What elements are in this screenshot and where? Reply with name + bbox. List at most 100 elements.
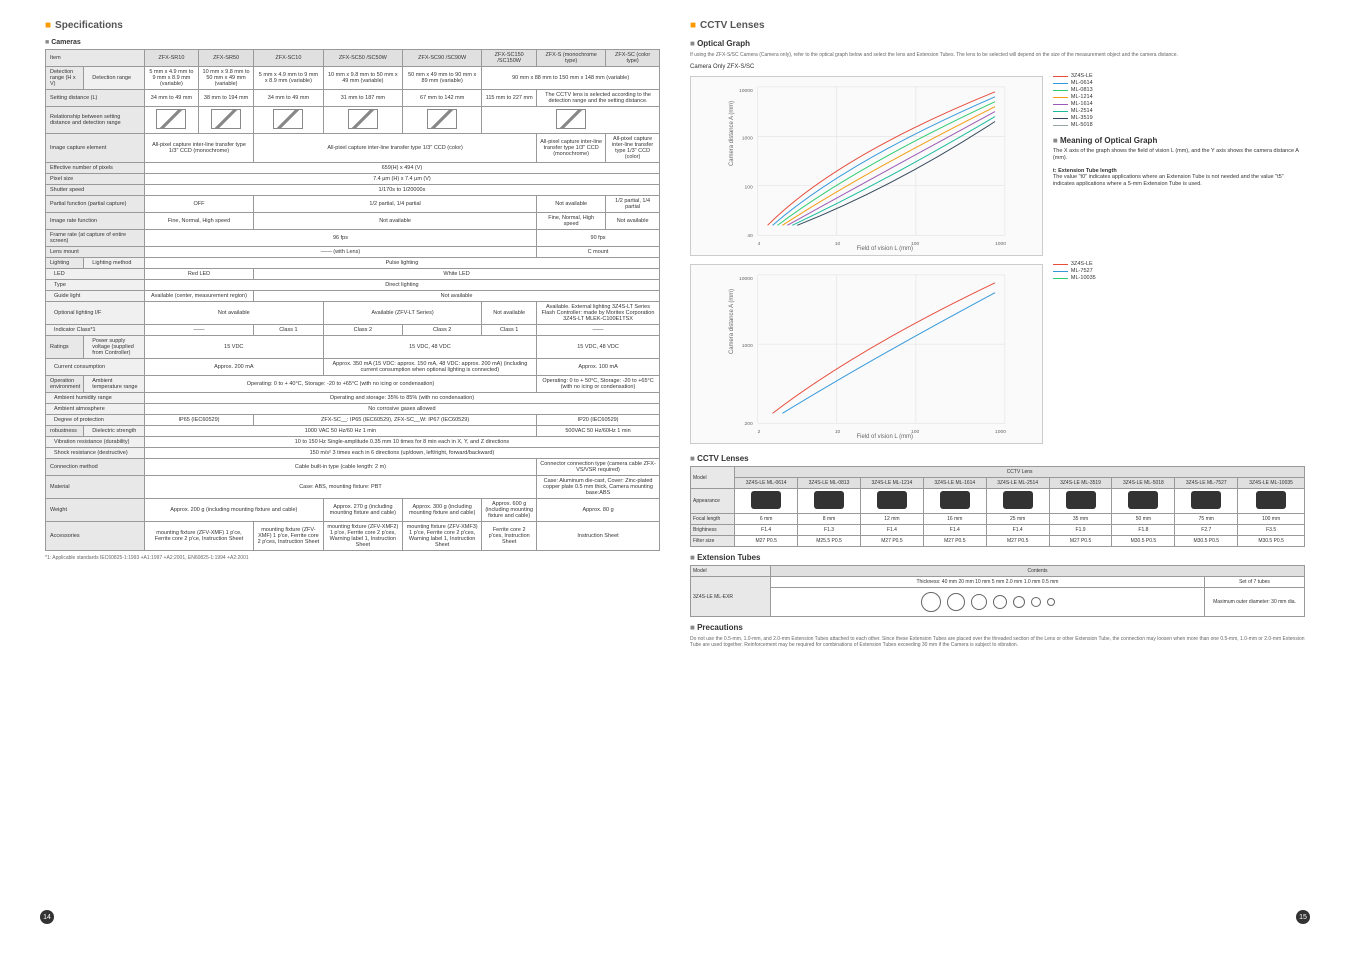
svg-text:100: 100 bbox=[744, 185, 752, 191]
lens-cell: F1.3 bbox=[798, 525, 861, 536]
spec-col-1: ZFX-SR10 bbox=[144, 50, 198, 67]
lens-col: 3Z4S-LE ML-0614 bbox=[735, 478, 798, 489]
chart1-legend: 3Z4S-LEML-0614ML-0813ML-1214ML-1614ML-25… bbox=[1053, 73, 1305, 128]
lens-cell: 50 mm bbox=[1112, 514, 1175, 525]
cell: Case: Aluminum die-cast, Cover: Zinc-pla… bbox=[537, 476, 660, 499]
lens-cell: 16 mm bbox=[923, 514, 986, 525]
lens-cell: M30.5 P0.5 bbox=[1238, 536, 1305, 547]
cell: Pulse lighting bbox=[144, 258, 659, 269]
lens-cell: 12 mm bbox=[860, 514, 923, 525]
svg-text:100: 100 bbox=[911, 429, 919, 435]
ext-circles bbox=[771, 588, 1205, 617]
svg-text:4: 4 bbox=[758, 241, 761, 247]
cell: 1/170s to 1/20000s bbox=[144, 185, 659, 196]
row-sub: Power supply voltage (supplied from Cont… bbox=[84, 336, 145, 359]
tube-circle bbox=[993, 595, 1007, 609]
optical-graph-title: Optical Graph bbox=[690, 39, 1305, 48]
lens-cell bbox=[1175, 489, 1238, 514]
lens-cell: F1.4 bbox=[735, 525, 798, 536]
lens-cell: 35 mm bbox=[1049, 514, 1112, 525]
lens-col: 3Z4S-LE ML-1214 bbox=[860, 478, 923, 489]
lens-cell: Filter size bbox=[691, 536, 735, 547]
tube-circle bbox=[1047, 598, 1055, 606]
lens-cell: F2.7 bbox=[1175, 525, 1238, 536]
row-sub: Lighting method bbox=[84, 258, 145, 269]
lens-col: 3Z4S-LE ML-10035 bbox=[1238, 478, 1305, 489]
row-head: Relationship between setting distance an… bbox=[46, 107, 145, 134]
cell: 15 VDC, 48 VDC bbox=[323, 336, 536, 359]
cell: Class 2 bbox=[323, 325, 402, 336]
cell: Approx. 100 mA bbox=[537, 359, 660, 376]
svg-text:200: 200 bbox=[744, 421, 752, 427]
svg-text:2: 2 bbox=[758, 429, 761, 435]
legend-item: ML-3519 bbox=[1053, 115, 1305, 121]
cell: Not available bbox=[606, 213, 660, 230]
ext-thickness-row: Thickness: 40 mm 20 mm 10 mm 5 mm 2.0 mm… bbox=[771, 577, 1205, 588]
lens-col: 3Z4S-LE ML-2514 bbox=[986, 478, 1049, 489]
chart1: Camera distance A (mm) Field of vision L… bbox=[690, 76, 1043, 256]
lens-cell: Brightness bbox=[691, 525, 735, 536]
cctv-title: CCTV Lenses bbox=[690, 20, 1305, 31]
row-sub: LED bbox=[46, 269, 145, 280]
cell: Approx. 350 mA (15 VDC: approx. 150 mA, … bbox=[323, 359, 536, 376]
spec-col-3: ZFX-SC10 bbox=[254, 50, 324, 67]
svg-text:1000: 1000 bbox=[995, 241, 1006, 247]
lens-cell bbox=[1049, 489, 1112, 514]
cell: Not available bbox=[254, 291, 660, 302]
cell: 10 to 150 Hz Single-amplitude 0.35 mm 10… bbox=[144, 437, 659, 448]
cell: 15 VDC bbox=[144, 336, 323, 359]
row-sub: Dielectric strength bbox=[84, 426, 145, 437]
cell: 96 fps bbox=[144, 230, 536, 247]
svg-text:1000: 1000 bbox=[995, 429, 1006, 435]
ext-contents-head: Contents bbox=[771, 566, 1305, 577]
cell: 5 mm x 4.9 mm to 9 mm x 8.9 mm (variable… bbox=[144, 67, 198, 90]
cell: C mount bbox=[537, 247, 660, 258]
legend-item: ML-1614 bbox=[1053, 101, 1305, 107]
legend-item: ML-0614 bbox=[1053, 80, 1305, 86]
cell: Not available bbox=[482, 302, 537, 325]
row-group: Operation environment bbox=[46, 376, 84, 393]
cell: Class 1 bbox=[482, 325, 537, 336]
cell: Approx. 600 g (including mounting fixtur… bbox=[482, 499, 537, 522]
cell: White LED bbox=[254, 269, 660, 280]
cell: 115 mm to 227 mm bbox=[482, 90, 537, 107]
cell: 15 VDC, 48 VDC bbox=[537, 336, 660, 359]
row-sub: Ambient temperature range bbox=[84, 376, 145, 393]
lens-group-head: CCTV Lens bbox=[735, 467, 1305, 478]
cell: —— (with Lens) bbox=[144, 247, 536, 258]
cell: 34 mm to 49 mm bbox=[254, 90, 324, 107]
tube-circle bbox=[1031, 597, 1041, 607]
ext-model: 3Z4S-LE ML-EXR bbox=[691, 577, 771, 617]
cell: 10 mm x 9.8 mm to 50 mm x 49 mm (variabl… bbox=[323, 67, 402, 90]
row-sub: Shock resistance (destructive) bbox=[46, 448, 145, 459]
cell: 10 mm x 9.8 mm to 50 mm x 49 mm (variabl… bbox=[198, 67, 253, 90]
tube-length-text: The value "t0" indicates applications wh… bbox=[1053, 174, 1305, 188]
spec-title: Specifications bbox=[45, 20, 660, 31]
cell: ZFX-SC__: IP65 (IEC60529), ZFX-SC__W: IP… bbox=[254, 415, 537, 426]
row-head: Image capture element bbox=[46, 134, 145, 163]
cell: All-pixel capture inter-line transfer ty… bbox=[144, 134, 253, 163]
lens-cell bbox=[798, 489, 861, 514]
precautions-text: Do not use the 0.5-mm, 1.0-mm, and 2.0-m… bbox=[690, 636, 1305, 648]
cell bbox=[198, 107, 253, 134]
lens-cell bbox=[1238, 489, 1305, 514]
legend-item: ML-5018 bbox=[1053, 122, 1305, 128]
ext-set: Set of 7 tubes bbox=[1205, 577, 1305, 588]
cell: Available (ZFV-LT Series) bbox=[323, 302, 482, 325]
cell: Operating and storage: 35% to 85% (with … bbox=[144, 393, 659, 404]
precautions-title: Precautions bbox=[690, 623, 1305, 632]
lens-cell bbox=[923, 489, 986, 514]
lens-cell: M30.5 P0.5 bbox=[1175, 536, 1238, 547]
tube-circle bbox=[947, 593, 965, 611]
lens-cell: 75 mm bbox=[1175, 514, 1238, 525]
legend-item: 3Z4S-LE bbox=[1053, 261, 1305, 267]
cell: 659(H) x 494 (V) bbox=[144, 163, 659, 174]
spec-col-4: ZFX-SC50 /SC50W bbox=[323, 50, 402, 67]
cell: Approx. 200 mA bbox=[144, 359, 323, 376]
lens-cell: M27 P0.5 bbox=[923, 536, 986, 547]
lens-col: 3Z4S-LE ML-3519 bbox=[1049, 478, 1112, 489]
cell: mounting fixture (ZFV-XMF) 1 p'ce, Ferri… bbox=[254, 522, 324, 551]
cell: No corrosive gases allowed bbox=[144, 404, 659, 415]
cell: All-pixel capture inter-line transfer ty… bbox=[537, 134, 606, 163]
ext-table: ModelContents 3Z4S-LE ML-EXR Thickness: … bbox=[690, 565, 1305, 617]
